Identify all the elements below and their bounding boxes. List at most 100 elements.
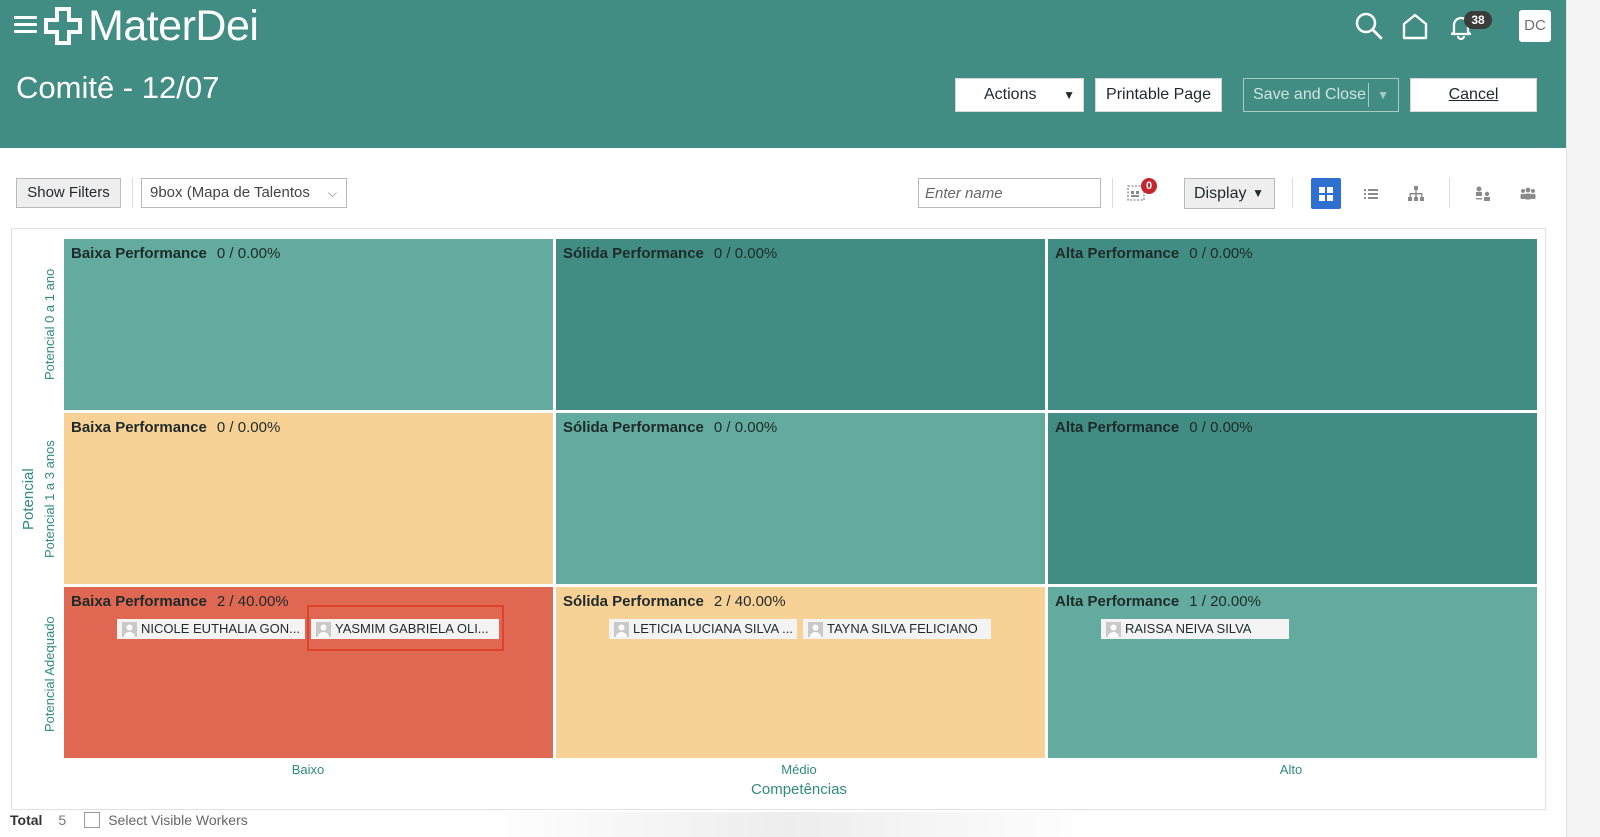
org-chart-icon[interactable] [1468, 178, 1498, 209]
grid-cell-r0-c1[interactable]: Sólida Performance 0 / 0.00% [556, 239, 1045, 410]
cell-title: Sólida Performance 0 / 0.00% [563, 245, 777, 262]
person-avatar-icon [316, 622, 331, 637]
cell-category: Alta Performance [1055, 593, 1180, 610]
worker-chip[interactable]: RAISSA NEIVA SILVA [1101, 619, 1289, 639]
cell-count: 2 / 40.00% [216, 593, 289, 610]
caret-down-icon[interactable]: ▼ [1377, 88, 1389, 102]
cell-count: 2 / 40.00% [713, 593, 786, 610]
column-label-medio: Médio [781, 762, 817, 777]
row-label-potencial-1-3: Potencial 1 a 3 anos [42, 440, 57, 558]
scroll-shadow [480, 812, 1100, 837]
cell-title: Baixa Performance 0 / 0.00% [71, 245, 280, 262]
app-logo[interactable]: MaterDei [44, 1, 259, 50]
view-select-value: 9box (Mapa de Talentos [150, 184, 310, 201]
cell-count: 0 / 0.00% [216, 419, 281, 436]
caret-down-icon: ▼ [1252, 186, 1264, 200]
display-button[interactable]: Display ▼ [1184, 178, 1275, 209]
worker-chip[interactable]: NICOLE EUTHALIA GON... [117, 619, 305, 639]
page-title: Comitê - 12/07 [16, 70, 220, 105]
cell-title: Sólida Performance 2 / 40.00% [563, 593, 786, 610]
person-avatar-icon [808, 622, 823, 637]
x-axis-title: Competências [751, 781, 847, 798]
cell-count: 0 / 0.00% [1189, 245, 1253, 262]
logo-text: MaterDei [88, 1, 259, 50]
cell-count: 0 / 0.00% [713, 419, 778, 436]
grid-cell-r2-c0[interactable]: Baixa Performance 2 / 40.00% NICOLE EUTHA… [64, 587, 553, 758]
cell-title: Sólida Performance 0 / 0.00% [563, 419, 777, 436]
show-filters-button[interactable]: Show Filters [16, 178, 121, 208]
notification-badge: 38 [1464, 11, 1492, 29]
row-label-potencial-adequado: Potencial Adequado [42, 616, 57, 732]
page-scrollbar[interactable] [1566, 0, 1600, 837]
select-visible-checkbox[interactable] [84, 812, 101, 828]
avatar[interactable]: DC [1519, 10, 1551, 42]
team-icon[interactable] [1513, 178, 1543, 209]
actions-label: Actions [984, 86, 1037, 103]
display-label: Display [1194, 185, 1247, 202]
toolbar-divider [1449, 178, 1450, 208]
save-and-close-button[interactable]: Save and Close ▼ [1243, 78, 1399, 112]
cell-category: Sólida Performance [563, 419, 704, 436]
cell-category: Sólida Performance [563, 593, 704, 610]
cancel-label: Cancel [1448, 86, 1499, 103]
cell-category: Baixa Performance [71, 593, 207, 610]
filter-icon[interactable] [1126, 183, 1148, 203]
search-icon[interactable] [1353, 10, 1385, 42]
cell-category: Alta Performance [1055, 419, 1180, 436]
person-avatar-icon [614, 622, 629, 637]
toolbar-divider [1292, 178, 1293, 208]
worker-name: NICOLE EUTHALIA GON... [141, 621, 300, 636]
cell-count: 0 / 0.00% [1189, 419, 1253, 436]
button-divider [1368, 83, 1369, 107]
chevron-down-icon: ⌵ [327, 186, 337, 200]
worker-chip[interactable]: TAYNA SILVA FELICIANO [803, 619, 991, 639]
menu-icon[interactable] [14, 14, 38, 34]
select-visible-label[interactable]: Select Visible Workers [108, 812, 248, 828]
cell-title: Baixa Performance 0 / 0.00% [71, 419, 280, 436]
grid-cell-r1-c1[interactable]: Sólida Performance 0 / 0.00% [556, 413, 1045, 584]
worker-name: TAYNA SILVA FELICIANO [827, 621, 978, 636]
total-label: Total [10, 812, 43, 828]
cell-title: Alta Performance 1 / 20.00% [1055, 593, 1261, 610]
grid-cell-r2-c1[interactable]: Sólida Performance 2 / 40.00% LETICIA LUC… [556, 587, 1045, 758]
grid-cell-r0-c2[interactable]: Alta Performance 0 / 0.00% [1048, 239, 1537, 410]
toolbar-divider [1112, 178, 1113, 208]
filter-count-badge: 0 [1141, 178, 1157, 194]
actions-button[interactable]: Actions ▼ [955, 78, 1084, 112]
person-avatar-icon [1106, 622, 1121, 637]
save-and-close-label: Save and Close [1253, 86, 1366, 103]
selected-worker-highlight [307, 605, 504, 651]
worker-name: LETICIA LUCIANA SILVA ... [633, 621, 793, 636]
worker-chip[interactable]: YASMIM GABRIELA OLI... [311, 619, 499, 639]
cell-category: Alta Performance [1055, 245, 1180, 262]
grid-cell-r1-c0[interactable]: Baixa Performance 0 / 0.00% [64, 413, 553, 584]
caret-down-icon: ▼ [1063, 88, 1075, 102]
hierarchy-view-icon[interactable] [1401, 178, 1431, 209]
printable-page-button[interactable]: Printable Page [1095, 78, 1222, 112]
grid-view-icon[interactable] [1311, 178, 1341, 209]
grid-cell-r1-c2[interactable]: Alta Performance 0 / 0.00% [1048, 413, 1537, 584]
row-label-potencial-0-1: Potencial 0 a 1 ano [42, 268, 57, 380]
view-select[interactable]: 9box (Mapa de Talentos ⌵ [141, 178, 347, 208]
total-value: 5 [58, 812, 67, 828]
list-view-icon[interactable] [1356, 178, 1386, 209]
cell-count: 0 / 0.00% [216, 245, 281, 262]
column-label-alto: Alto [1279, 762, 1303, 777]
person-avatar-icon [122, 622, 137, 637]
cancel-button[interactable]: Cancel [1410, 78, 1537, 112]
cell-title: Alta Performance 0 / 0.00% [1055, 245, 1253, 262]
cell-count: 0 / 0.00% [713, 245, 778, 262]
grid-cell-r2-c2[interactable]: Alta Performance 1 / 20.00% RAISSA NEIVA … [1048, 587, 1537, 758]
name-search-input[interactable] [918, 178, 1101, 208]
cell-category: Baixa Performance [71, 245, 207, 262]
worker-name: RAISSA NEIVA SILVA [1125, 621, 1252, 636]
logo-cross-icon [44, 7, 82, 45]
grid-cell-r0-c0[interactable]: Baixa Performance 0 / 0.00% [64, 239, 553, 410]
worker-chip[interactable]: LETICIA LUCIANA SILVA ... [609, 619, 797, 639]
worker-name: YASMIM GABRIELA OLI... [335, 621, 489, 636]
y-axis-title: Potencial [20, 468, 37, 530]
home-icon[interactable] [1399, 10, 1431, 42]
cell-category: Sólida Performance [563, 245, 704, 262]
cell-count: 1 / 20.00% [1189, 593, 1261, 610]
toolbar-divider [132, 178, 133, 208]
